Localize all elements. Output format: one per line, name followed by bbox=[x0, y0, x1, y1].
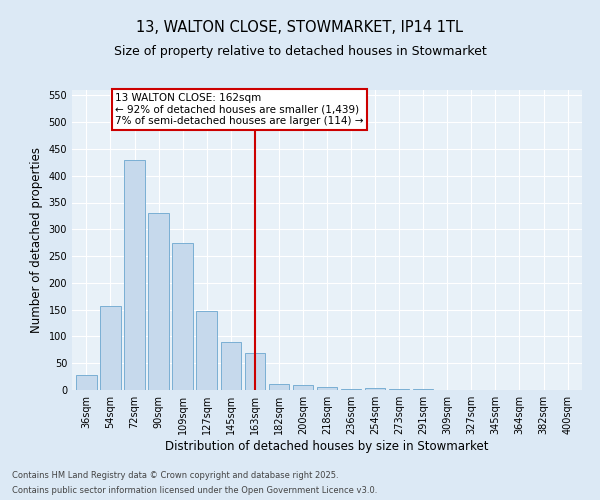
Bar bbox=[365, 388, 385, 390]
Bar bbox=[196, 311, 217, 390]
Bar bbox=[293, 385, 313, 390]
Text: Contains HM Land Registry data © Crown copyright and database right 2025.: Contains HM Land Registry data © Crown c… bbox=[12, 471, 338, 480]
Bar bbox=[245, 352, 265, 390]
Text: 13 WALTON CLOSE: 162sqm
← 92% of detached houses are smaller (1,439)
7% of semi-: 13 WALTON CLOSE: 162sqm ← 92% of detache… bbox=[115, 92, 364, 126]
Bar bbox=[317, 388, 337, 390]
X-axis label: Distribution of detached houses by size in Stowmarket: Distribution of detached houses by size … bbox=[165, 440, 489, 453]
Bar bbox=[172, 242, 193, 390]
Text: Size of property relative to detached houses in Stowmarket: Size of property relative to detached ho… bbox=[113, 45, 487, 58]
Bar bbox=[389, 389, 409, 390]
Bar bbox=[221, 342, 241, 390]
Text: Contains public sector information licensed under the Open Government Licence v3: Contains public sector information licen… bbox=[12, 486, 377, 495]
Text: 13, WALTON CLOSE, STOWMARKET, IP14 1TL: 13, WALTON CLOSE, STOWMARKET, IP14 1TL bbox=[137, 20, 464, 35]
Bar bbox=[269, 384, 289, 390]
Y-axis label: Number of detached properties: Number of detached properties bbox=[30, 147, 43, 333]
Bar bbox=[148, 213, 169, 390]
Bar bbox=[124, 160, 145, 390]
Bar bbox=[76, 375, 97, 390]
Bar bbox=[341, 389, 361, 390]
Bar bbox=[100, 306, 121, 390]
